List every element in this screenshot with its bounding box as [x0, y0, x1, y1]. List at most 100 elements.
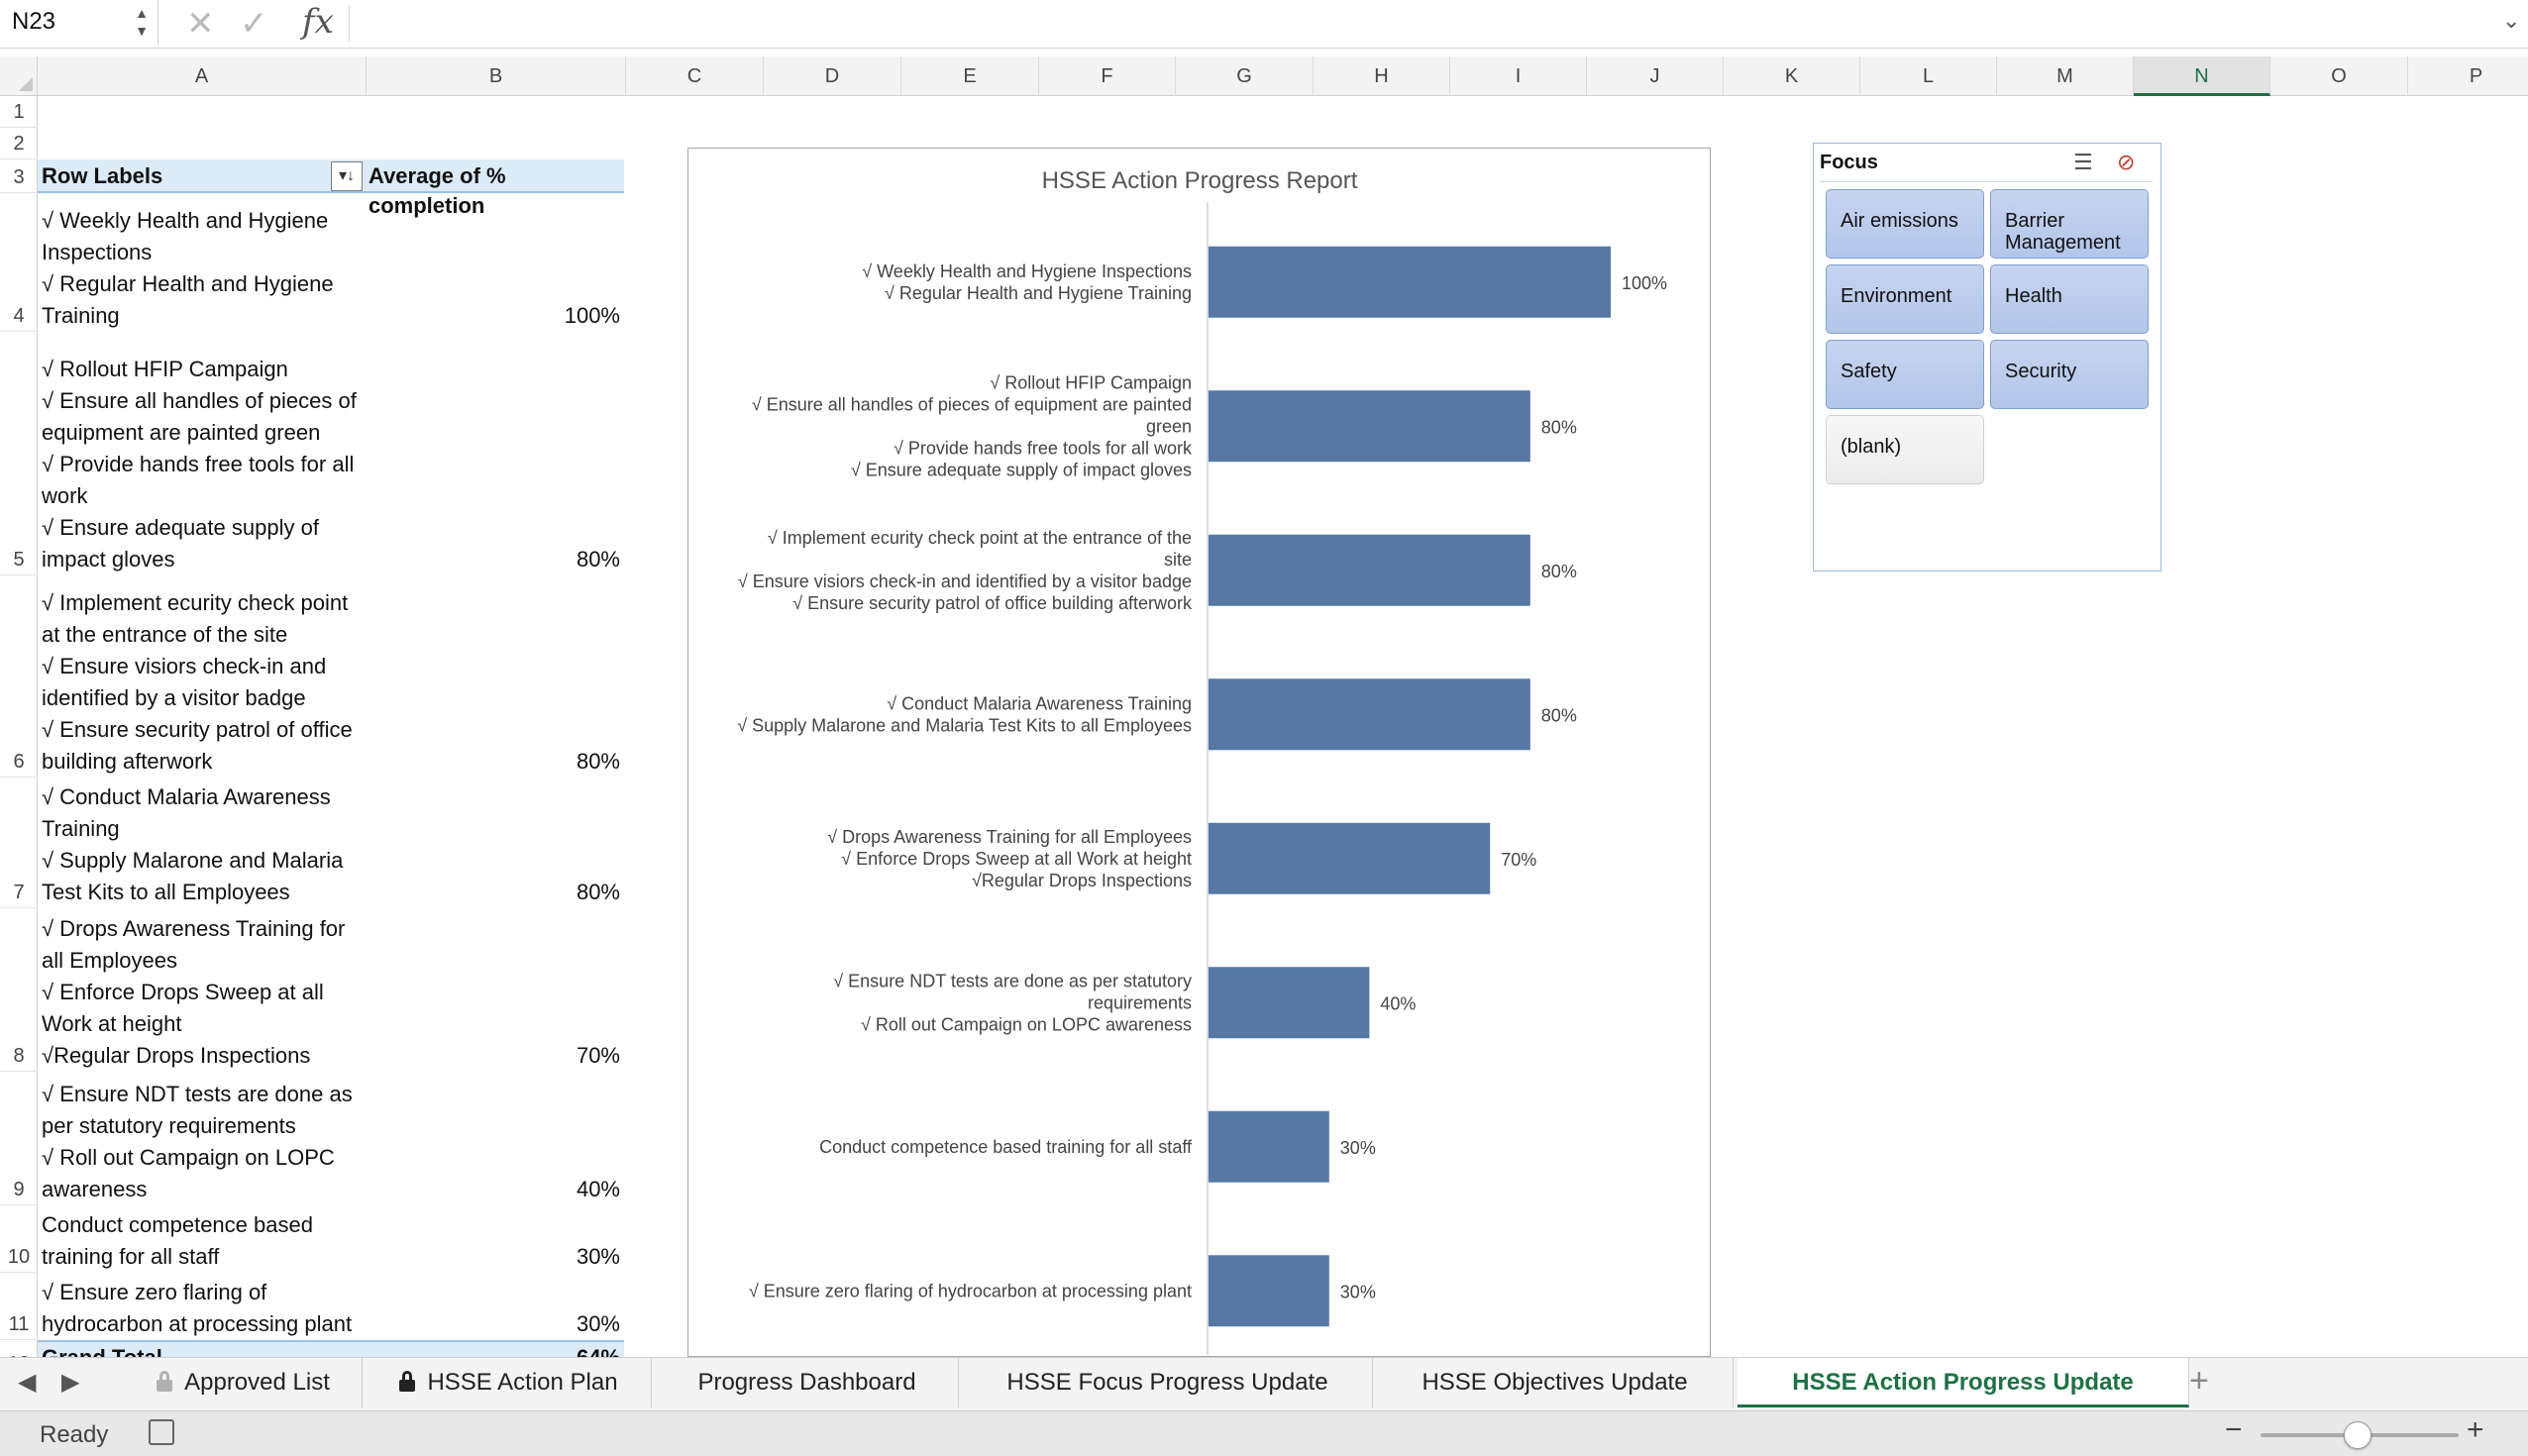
select-all-corner[interactable]	[0, 56, 38, 96]
name-box-arrows[interactable]: ▲ ▼	[135, 5, 149, 39]
add-sheet-icon[interactable]: +	[2189, 1362, 2209, 1400]
column-header[interactable]: A	[38, 56, 367, 96]
zoom-out-icon[interactable]: −	[2225, 1413, 2243, 1446]
pivot-average-header[interactable]: Average of % completion	[369, 163, 506, 218]
clear-filter-icon[interactable]: ⊘	[2117, 150, 2136, 174]
tab-scroll-right-icon[interactable]: ▶	[61, 1369, 80, 1396]
name-box[interactable]: N23	[0, 0, 158, 46]
pivot-row-value[interactable]: 30%	[576, 1244, 620, 1269]
pivot-row-label[interactable]: √ Ensure NDT tests are done as per statut…	[42, 1079, 383, 1205]
pivot-row-label-line: √ Ensure adequate supply of	[42, 515, 319, 540]
chart-bar[interactable]	[1209, 967, 1370, 1039]
insert-function-icon[interactable]: fx	[302, 2, 334, 42]
chart-bar[interactable]	[1209, 678, 1530, 751]
sheet-tab[interactable]: HSSE Focus Progress Update	[963, 1358, 1373, 1407]
row-header[interactable]: 8	[0, 908, 38, 1072]
pivot-row-label[interactable]: Conduct competence based training for all…	[42, 1209, 383, 1273]
macro-record-icon[interactable]	[149, 1419, 174, 1445]
zoom-slider-thumb[interactable]	[2344, 1421, 2371, 1449]
sheet-tab[interactable]: Progress Dashboard	[656, 1358, 959, 1407]
sheet-tab-label: Approved List	[184, 1369, 330, 1396]
row-header[interactable]: 6	[0, 575, 38, 778]
focus-slicer[interactable]: Focus ☰ ⊘ Air emissions Barrier Managemen…	[1813, 143, 2161, 572]
chart-bar[interactable]	[1209, 1255, 1329, 1327]
slicer-item[interactable]: Security	[1990, 340, 2149, 409]
pivot-row-value[interactable]: 70%	[576, 1043, 620, 1068]
chart-bar[interactable]	[1209, 822, 1491, 894]
pivot-row-label-line: √ Ensure zero flaring of	[42, 1280, 267, 1304]
column-header[interactable]: F	[1039, 56, 1176, 96]
column-header[interactable]: P	[2408, 56, 2528, 96]
column-header[interactable]: M	[1997, 56, 2134, 96]
row-header[interactable]: 7	[0, 778, 38, 908]
chart-bar[interactable]	[1209, 534, 1530, 606]
pivot-row-value[interactable]: 30%	[576, 1311, 620, 1336]
column-header[interactable]: G	[1176, 56, 1314, 96]
pivot-row-label[interactable]: √ Ensure zero flaring of hydrocarbon at p…	[42, 1277, 383, 1340]
chevron-down-icon[interactable]: ⌄	[2502, 8, 2521, 33]
column-header[interactable]: D	[764, 56, 901, 96]
pivot-row-label[interactable]: √ Conduct Malaria Awareness Training √ Sup…	[42, 781, 383, 908]
chart-category-label: √ Provide hands free tools for all work	[894, 438, 1193, 458]
row-header[interactable]: 2	[0, 128, 38, 159]
formula-input[interactable]	[357, 6, 2476, 42]
sheet-tab[interactable]: HSSE Action Progress Update	[1738, 1358, 2189, 1407]
row-header[interactable]: 1	[0, 96, 38, 128]
sheet-tab[interactable]: HSSE Objectives Update	[1377, 1358, 1734, 1407]
pivot-row-label[interactable]: √ Rollout HFIP Campaign √ Ensure all hand…	[42, 354, 383, 575]
row-header[interactable]: 4	[0, 193, 38, 332]
sheet-tab-label: HSSE Objectives Update	[1422, 1369, 1688, 1396]
pivot-row-labels-header[interactable]: Row Labels	[42, 163, 163, 188]
column-header[interactable]: B	[367, 56, 626, 96]
chart-category-label: Conduct competence based training for al…	[819, 1137, 1193, 1157]
chart-data-label: 80%	[1541, 417, 1577, 437]
column-header[interactable]: E	[901, 56, 1039, 96]
pivot-row-value[interactable]: 100%	[564, 303, 620, 328]
column-header[interactable]: H	[1314, 56, 1450, 96]
slicer-item[interactable]: Environment	[1826, 264, 1984, 334]
chart-category-label: √ Conduct Malaria Awareness Training	[887, 693, 1192, 713]
multi-select-icon[interactable]: ☰	[2073, 150, 2093, 174]
column-header[interactable]: K	[1724, 56, 1860, 96]
sheet-tab[interactable]: Approved List	[125, 1358, 363, 1407]
column-header[interactable]: C	[626, 56, 764, 96]
check-icon[interactable]: ✓	[240, 5, 268, 43]
zoom-in-icon[interactable]: +	[2467, 1413, 2484, 1446]
pivot-row-label[interactable]: √ Implement ecurity check point at the en…	[42, 587, 383, 778]
row-header[interactable]: 3	[0, 159, 38, 193]
pivot-row-label[interactable]: √ Drops Awareness Training for all Employ…	[42, 913, 383, 1072]
pivot-row-label-line: Training	[42, 816, 120, 841]
chart-category-label: √ Enforce Drops Sweep at all Work at hei…	[841, 849, 1192, 869]
chart-data-label: 30%	[1340, 1282, 1376, 1301]
chart-bar[interactable]	[1209, 246, 1611, 318]
slicer-item[interactable]: Barrier Management	[1990, 189, 2149, 259]
row-header[interactable]: 11	[0, 1273, 38, 1340]
pivot-row-label-line: hydrocarbon at processing plant	[42, 1311, 353, 1336]
column-header[interactable]: I	[1450, 56, 1587, 96]
chart-bar[interactable]	[1209, 390, 1530, 463]
slicer-item[interactable]: Health	[1990, 264, 2149, 334]
slicer-item[interactable]: Air emissions	[1826, 189, 1984, 259]
sheet-tab[interactable]: HSSE Action Plan	[367, 1358, 652, 1407]
pivot-row-value[interactable]: 80%	[576, 880, 620, 904]
column-header[interactable]: L	[1860, 56, 1997, 96]
pivot-row-value[interactable]: 40%	[576, 1177, 620, 1201]
filter-dropdown-icon[interactable]: ▾↓	[331, 161, 363, 191]
pivot-row-label-line: √ Regular Health and Hygiene	[42, 271, 334, 296]
slicer-item[interactable]: Safety	[1826, 340, 1984, 409]
row-header[interactable]: 10	[0, 1205, 38, 1273]
pivot-row-value[interactable]: 80%	[576, 547, 620, 572]
cancel-icon[interactable]: ✕	[186, 5, 215, 43]
tab-scroll-left-icon[interactable]: ◀	[18, 1369, 37, 1396]
column-header[interactable]: N	[2134, 56, 2270, 96]
row-header[interactable]: 9	[0, 1072, 38, 1205]
column-header[interactable]: O	[2270, 56, 2408, 96]
progress-chart[interactable]: HSSE Action Progress Report 100% √ Weekly …	[687, 148, 1711, 1357]
pivot-row-value[interactable]: 80%	[576, 749, 620, 774]
pivot-row-label[interactable]: √ Weekly Health and Hygiene Inspections √ …	[42, 205, 383, 332]
row-header[interactable]: 5	[0, 332, 38, 575]
column-header[interactable]: J	[1587, 56, 1724, 96]
chart-bar[interactable]	[1209, 1110, 1329, 1183]
pivot-row-label-line: per statutory requirements	[42, 1113, 296, 1138]
slicer-item[interactable]: (blank)	[1826, 415, 1984, 484]
